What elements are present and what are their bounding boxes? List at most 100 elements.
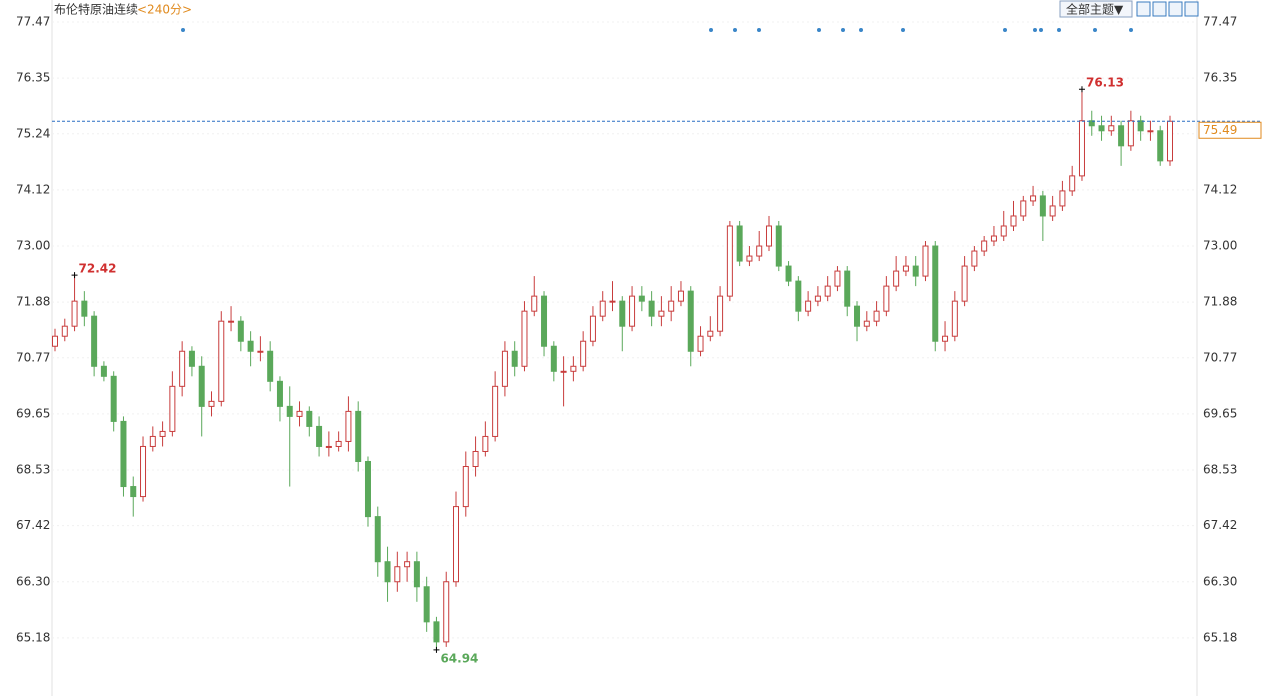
y2-tick-label: 65.18: [1203, 630, 1237, 644]
candle-body: [746, 255, 753, 262]
tool-button[interactable]: [1136, 1, 1151, 17]
candle-body: [81, 300, 88, 317]
candle-body: [775, 225, 782, 267]
event-markers: [181, 28, 1133, 32]
event-dot[interactable]: [1057, 28, 1061, 32]
candle-body: [208, 400, 215, 407]
event-dot[interactable]: [1033, 28, 1037, 32]
candle-body: [570, 365, 577, 372]
candle-body: [942, 335, 949, 342]
event-dot[interactable]: [1093, 28, 1097, 32]
candle-body: [805, 300, 812, 312]
period[interactable]: <240分>: [137, 3, 192, 17]
tool-button[interactable]: [1168, 1, 1183, 17]
candle-body: [1147, 130, 1154, 133]
candle-body: [765, 225, 772, 247]
candle-body: [668, 300, 675, 312]
event-dot[interactable]: [709, 28, 713, 32]
candle-body: [932, 245, 939, 342]
extreme-label: 76.13: [1086, 76, 1124, 90]
y-tick-label: 73.00: [16, 239, 50, 253]
event-dot[interactable]: [1003, 28, 1007, 32]
candle-body: [413, 561, 420, 588]
event-dot[interactable]: [817, 28, 821, 32]
event-dot[interactable]: [1129, 28, 1133, 32]
theme-button-box[interactable]: [1059, 0, 1133, 18]
candle-body: [677, 290, 684, 302]
candle-body: [541, 295, 548, 347]
y-tick-label: 66.30: [16, 574, 50, 588]
event-dot[interactable]: [1039, 28, 1043, 32]
candle-body: [863, 320, 870, 327]
extreme-label: 72.42: [79, 262, 117, 276]
candle-body: [179, 350, 186, 387]
candle-body: [1118, 125, 1125, 147]
candle-body: [482, 435, 489, 452]
candle-body: [629, 295, 636, 327]
candle-body: [1049, 205, 1056, 217]
event-dot[interactable]: [757, 28, 761, 32]
candle-body: [550, 345, 557, 372]
candle-body: [785, 265, 792, 282]
chart-title: 布伦特原油连续: [54, 2, 138, 17]
candle-body: [52, 335, 58, 347]
candle-body: [687, 290, 694, 352]
candle-body: [472, 450, 479, 468]
candle-body: [228, 320, 235, 323]
candle-body: [443, 581, 450, 643]
candle-body: [648, 300, 655, 317]
candle-body: [159, 430, 166, 437]
y-tick-label: 77.47: [16, 15, 50, 29]
candle-body: [638, 295, 645, 302]
candle-body: [404, 561, 411, 568]
candle-body: [218, 320, 225, 402]
candle-body: [589, 315, 596, 342]
candle-body: [619, 300, 626, 327]
candle-body: [922, 245, 929, 277]
event-dot[interactable]: [901, 28, 905, 32]
candle-body: [61, 325, 68, 337]
candle-body: [951, 300, 958, 337]
candle-body: [306, 410, 313, 427]
candle-body: [257, 350, 264, 353]
extreme-marker: [71, 272, 78, 279]
extreme-label: 64.94: [440, 651, 478, 665]
candle-body: [1010, 215, 1017, 227]
y2-tick-label: 67.42: [1203, 518, 1237, 532]
candle-body: [824, 285, 831, 297]
candle-body: [981, 240, 988, 252]
y-tick-label: 75.24: [16, 126, 50, 140]
candle-body: [1078, 120, 1085, 177]
candle-body: [1127, 120, 1134, 147]
candle-body: [893, 270, 900, 287]
candle-body: [325, 445, 332, 448]
y-tick-label: 67.42: [16, 518, 50, 532]
candle-body: [795, 280, 802, 312]
candle-body: [854, 305, 861, 327]
event-dot[interactable]: [733, 28, 737, 32]
candle-body: [1108, 125, 1115, 132]
candle-body: [247, 340, 254, 352]
candle-body: [140, 445, 147, 498]
candle-body: [120, 420, 127, 488]
y-tick-label: 65.18: [16, 630, 50, 644]
candle-body: [296, 410, 303, 417]
candle-body: [609, 300, 616, 303]
candle-body: [71, 300, 78, 327]
candle-body: [267, 350, 274, 382]
candle-body: [697, 335, 704, 352]
tool-button[interactable]: [1184, 1, 1199, 17]
y2-tick-label: 68.53: [1203, 463, 1237, 477]
event-dot[interactable]: [841, 28, 845, 32]
candle-body: [1167, 120, 1173, 162]
theme-button[interactable]: 全部主题▼: [1066, 2, 1124, 17]
event-dot[interactable]: [181, 28, 185, 32]
candle-body: [961, 265, 968, 302]
candle-body: [130, 486, 137, 498]
candle-body: [169, 385, 176, 432]
event-dot[interactable]: [859, 28, 863, 32]
tool-button[interactable]: [1152, 1, 1167, 17]
y2-tick-label: 70.77: [1203, 350, 1237, 364]
candle-body: [91, 315, 98, 367]
candle-body: [374, 516, 381, 563]
